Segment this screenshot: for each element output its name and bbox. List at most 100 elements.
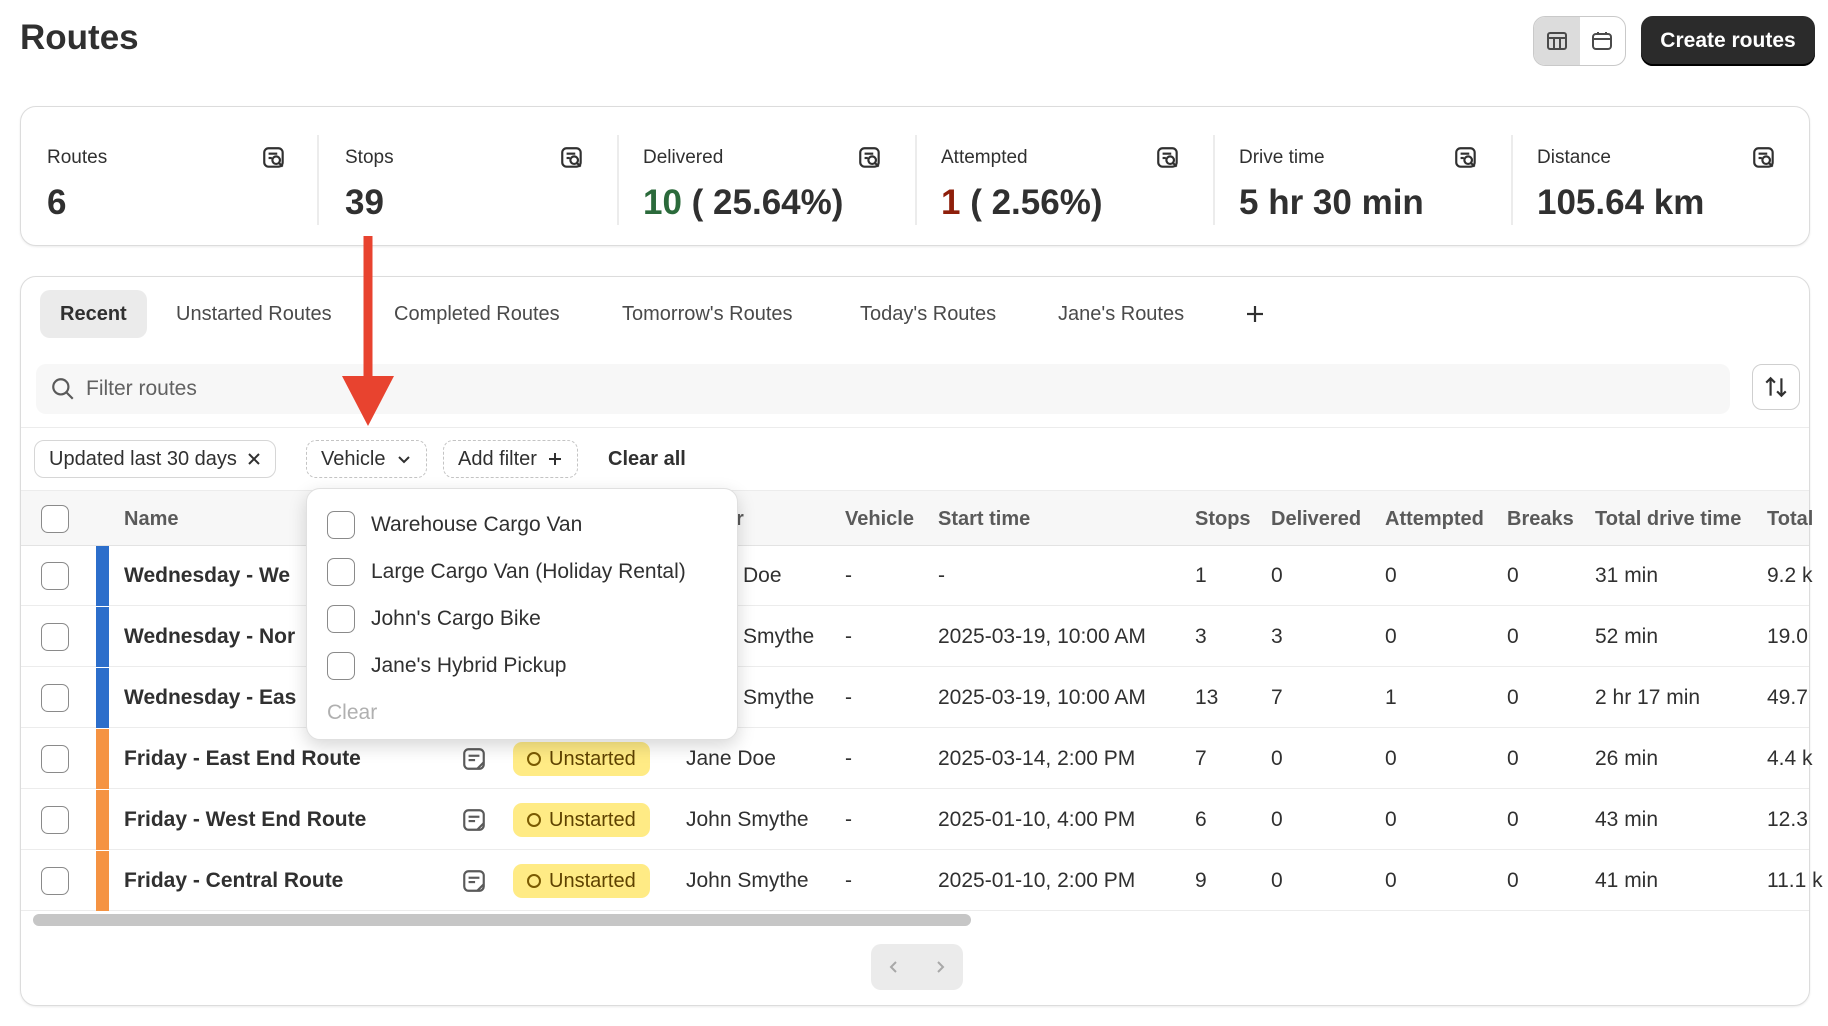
option-checkbox[interactable] bbox=[327, 652, 355, 680]
column-header-start-time[interactable]: Start time bbox=[938, 507, 1031, 530]
search-list-icon[interactable] bbox=[261, 145, 287, 171]
metric-value: 6 bbox=[47, 183, 67, 222]
search-list-icon[interactable] bbox=[1155, 145, 1181, 171]
route-color-bar bbox=[96, 546, 109, 606]
start-time-cell: 2025-03-19, 10:00 AM bbox=[938, 625, 1146, 648]
attempted-cell: 0 bbox=[1385, 808, 1397, 831]
row-checkbox[interactable] bbox=[41, 867, 69, 895]
route-name[interactable]: Wednesday - Nor bbox=[124, 625, 296, 648]
table-row[interactable]: Wednesday - Eas Smythe - 2025-03-19, 10:… bbox=[21, 668, 1809, 728]
next-page-button[interactable] bbox=[917, 944, 963, 990]
search-list-icon[interactable] bbox=[559, 145, 585, 171]
create-routes-button[interactable]: Create routes bbox=[1641, 16, 1815, 66]
column-header-total-drive-time[interactable]: Total drive time bbox=[1595, 507, 1742, 530]
column-header-driver[interactable]: r bbox=[736, 507, 744, 530]
route-name[interactable]: Wednesday - We bbox=[124, 564, 291, 587]
add-filter-chip[interactable]: Add filter bbox=[443, 440, 578, 478]
driver-cell: John Smythe bbox=[686, 808, 809, 831]
metric-label: Delivered bbox=[643, 147, 724, 168]
row-select bbox=[41, 790, 69, 850]
previous-page-button[interactable] bbox=[871, 944, 917, 990]
column-header-attempted[interactable]: Attempted bbox=[1385, 507, 1484, 530]
note-icon[interactable] bbox=[461, 746, 487, 772]
metric-value: 105.64 km bbox=[1537, 183, 1705, 222]
view-toggle bbox=[1533, 16, 1626, 66]
filter-routes-input[interactable] bbox=[84, 366, 584, 412]
chevron-down-icon bbox=[397, 456, 410, 464]
table-view-button[interactable] bbox=[1534, 17, 1580, 65]
vehicle-filter-dropdown: Warehouse Cargo Van Large Cargo Van (Hol… bbox=[306, 488, 738, 740]
column-header-vehicle[interactable]: Vehicle bbox=[845, 507, 914, 530]
table-row[interactable]: Wednesday - We Doe - - 1 0 0 0 31 min 9.… bbox=[21, 546, 1813, 606]
row-checkbox[interactable] bbox=[41, 745, 69, 773]
search-list-icon[interactable] bbox=[1453, 145, 1479, 171]
vehicle-option[interactable]: Large Cargo Van (Holiday Rental) bbox=[327, 550, 686, 594]
row-checkbox[interactable] bbox=[41, 684, 69, 712]
summary-card: Routes 6 Stops 39 Delivered 10 ( 25.64%)… bbox=[20, 106, 1810, 246]
distance-cell: 4.4 k bbox=[1767, 747, 1813, 770]
table-row[interactable]: Friday - West End Route Unstarted John S… bbox=[21, 790, 1809, 850]
search-list-icon[interactable] bbox=[857, 145, 883, 171]
calendar-view-button[interactable] bbox=[1580, 17, 1626, 65]
notes-cell bbox=[461, 851, 487, 911]
column-header-breaks[interactable]: Breaks bbox=[1507, 507, 1574, 530]
note-icon[interactable] bbox=[461, 807, 487, 833]
tab-completed-routes[interactable]: Completed Routes bbox=[394, 302, 560, 325]
column-header-delivered[interactable]: Delivered bbox=[1271, 507, 1362, 530]
chevron-right-icon bbox=[937, 961, 945, 973]
note-icon[interactable] bbox=[461, 868, 487, 894]
delivered-count: 10 bbox=[643, 183, 682, 222]
route-name[interactable]: Friday - East End Route bbox=[124, 747, 361, 770]
option-checkbox[interactable] bbox=[327, 511, 355, 539]
dropdown-clear-button[interactable]: Clear bbox=[327, 701, 378, 724]
vehicle-cell: - bbox=[845, 808, 852, 831]
tab-todays-routes[interactable]: Today's Routes bbox=[860, 302, 997, 325]
column-header-name[interactable]: Name bbox=[124, 507, 179, 530]
metric-value: 5 hr 30 min bbox=[1239, 183, 1424, 222]
table-row[interactable]: Friday - East End Route Unstarted Jane D… bbox=[21, 729, 1813, 789]
row-checkbox[interactable] bbox=[41, 623, 69, 651]
status-label: Unstarted bbox=[549, 869, 636, 892]
tab-unstarted-routes[interactable]: Unstarted Routes bbox=[176, 302, 332, 325]
column-header-total[interactable]: Total bbox=[1767, 507, 1814, 530]
updated-filter-chip[interactable]: Updated last 30 days bbox=[34, 440, 276, 478]
vehicle-cell: - bbox=[845, 625, 852, 648]
vehicle-option[interactable]: John's Cargo Bike bbox=[327, 597, 541, 641]
breaks-cell: 0 bbox=[1507, 564, 1519, 587]
route-name[interactable]: Friday - Central Route bbox=[124, 869, 344, 892]
pagination bbox=[871, 944, 963, 990]
tab-janes-routes[interactable]: Jane's Routes bbox=[1058, 302, 1185, 325]
add-tab-button[interactable] bbox=[1237, 296, 1273, 332]
sort-button[interactable] bbox=[1752, 364, 1800, 410]
row-select bbox=[41, 607, 69, 667]
vehicle-filter-chip[interactable]: Vehicle bbox=[306, 440, 427, 478]
row-checkbox[interactable] bbox=[41, 562, 69, 590]
vehicle-option[interactable]: Jane's Hybrid Pickup bbox=[327, 644, 566, 688]
status-dot-icon bbox=[527, 874, 541, 888]
route-name[interactable]: Wednesday - Eas bbox=[124, 686, 297, 709]
close-icon[interactable] bbox=[247, 452, 261, 466]
option-checkbox[interactable] bbox=[327, 558, 355, 586]
drive-time-cell: 2 hr 17 min bbox=[1595, 686, 1701, 709]
metric-label: Routes bbox=[47, 147, 108, 168]
clear-all-button[interactable]: Clear all bbox=[608, 447, 686, 470]
option-label: John's Cargo Bike bbox=[371, 607, 541, 630]
delivered-cell: 0 bbox=[1271, 869, 1283, 892]
attempted-cell: 1 bbox=[1385, 686, 1397, 709]
option-checkbox[interactable] bbox=[327, 605, 355, 633]
horizontal-scrollbar[interactable] bbox=[33, 914, 971, 926]
route-name[interactable]: Friday - West End Route bbox=[124, 808, 367, 831]
breaks-cell: 0 bbox=[1507, 808, 1519, 831]
table-row[interactable]: Wednesday - Nor Smythe - 2025-03-19, 10:… bbox=[21, 607, 1809, 667]
stops-cell: 3 bbox=[1195, 625, 1207, 648]
row-checkbox[interactable] bbox=[41, 806, 69, 834]
tab-tomorrows-routes[interactable]: Tomorrow's Routes bbox=[622, 302, 793, 325]
table-row[interactable]: Friday - Central Route Unstarted John Sm… bbox=[21, 851, 1823, 911]
search-list-icon[interactable] bbox=[1751, 145, 1777, 171]
tab-recent[interactable]: Recent bbox=[40, 290, 147, 338]
column-header-stops[interactable]: Stops bbox=[1195, 507, 1251, 530]
select-all-checkbox[interactable] bbox=[41, 505, 69, 533]
stops-cell: 7 bbox=[1195, 747, 1207, 770]
vehicle-option[interactable]: Warehouse Cargo Van bbox=[327, 503, 582, 547]
distance-cell: 49.7 bbox=[1767, 686, 1808, 709]
